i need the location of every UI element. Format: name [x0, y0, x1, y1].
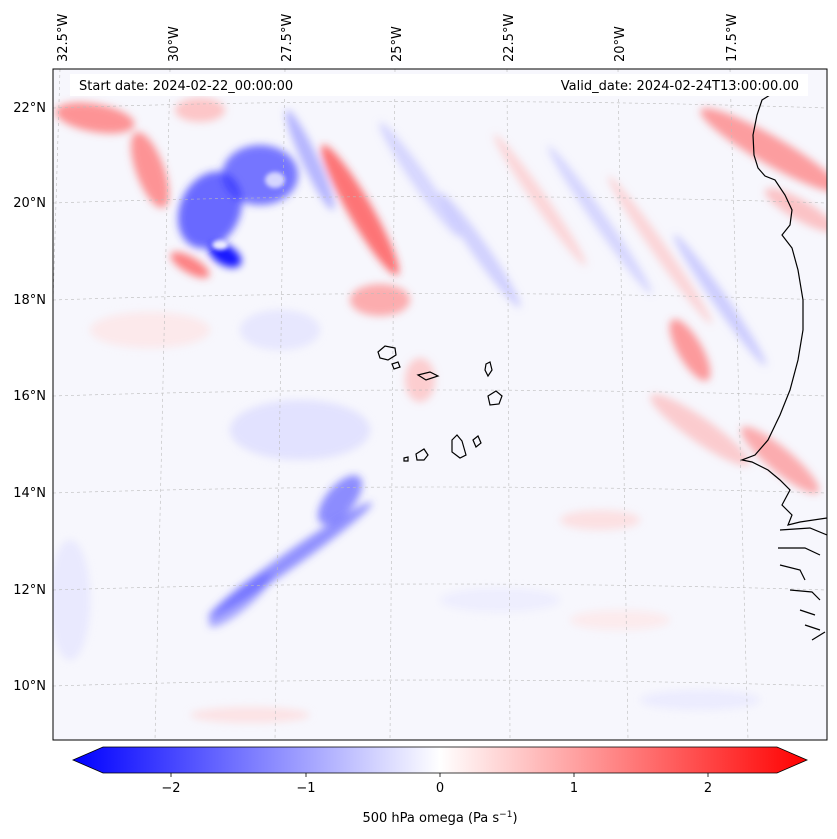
lon-label: 22.5°W	[502, 14, 517, 62]
island-sal	[484, 361, 493, 378]
lat-label: 16°N	[13, 389, 46, 404]
lat-label: 14°N	[13, 486, 46, 501]
colorbar-label-suffix: )	[512, 811, 517, 826]
africa-coastline	[739, 94, 827, 641]
longitude-labels: 32.5°W 30°W 27.5°W 25°W 22.5°W 20°W 17.5…	[56, 14, 740, 62]
colorbar-label-exponent: −1	[499, 810, 512, 820]
map-panel	[53, 69, 827, 740]
colorbar-tick-label: 1	[570, 781, 578, 796]
colorbar-tick-label: 0	[436, 781, 444, 796]
colorbar-label: 500 hPa omega (Pa s−1)	[362, 810, 517, 826]
colorbar-label-main: 500 hPa omega (Pa s	[362, 811, 499, 826]
colorbar-tick-label: −2	[161, 781, 180, 796]
island-sao-nicolau	[416, 371, 440, 381]
omega-field	[53, 98, 827, 723]
map-frame	[52, 68, 828, 741]
lon-label: 17.5°W	[725, 14, 740, 62]
island-santo-antao	[377, 345, 397, 361]
colorbar-tick-label: −1	[296, 781, 315, 796]
lon-label: 25°W	[390, 26, 405, 62]
lon-label: 30°W	[167, 26, 182, 62]
island-fogo	[415, 448, 429, 461]
colorbar-tick-label: 2	[704, 781, 712, 796]
start-date-text: Start date: 2024-02-22_00:00:00	[79, 79, 293, 94]
island-sao-vicente	[391, 361, 401, 370]
valid-date-text: Valid_date: 2024-02-24T13:00:00.00	[561, 79, 799, 94]
island-brava	[403, 456, 409, 462]
lat-label: 10°N	[13, 679, 46, 694]
colorbar-ticks	[170, 773, 709, 777]
colorbar-body	[71, 746, 809, 774]
lat-label: 20°N	[13, 196, 46, 211]
omega-field-detail	[212, 172, 285, 250]
lat-label: 12°N	[13, 583, 46, 598]
island-boa-vista	[487, 390, 503, 406]
island-santiago	[451, 434, 467, 459]
header-box	[70, 74, 808, 96]
map-background	[53, 69, 827, 740]
lon-label: 20°W	[613, 26, 628, 62]
colorbar: −2 −1 0 1 2 500 hPa omega (Pa s−1)	[71, 746, 809, 826]
graticule	[53, 69, 827, 740]
island-maio	[472, 435, 482, 448]
lat-label: 22°N	[13, 101, 46, 116]
coastlines	[377, 94, 827, 641]
lat-label: 18°N	[13, 293, 46, 308]
latitude-labels: 22°N 20°N 18°N 16°N 14°N 12°N 10°N	[13, 101, 46, 694]
lon-label: 32.5°W	[56, 14, 71, 62]
lon-label: 27.5°W	[280, 14, 295, 62]
